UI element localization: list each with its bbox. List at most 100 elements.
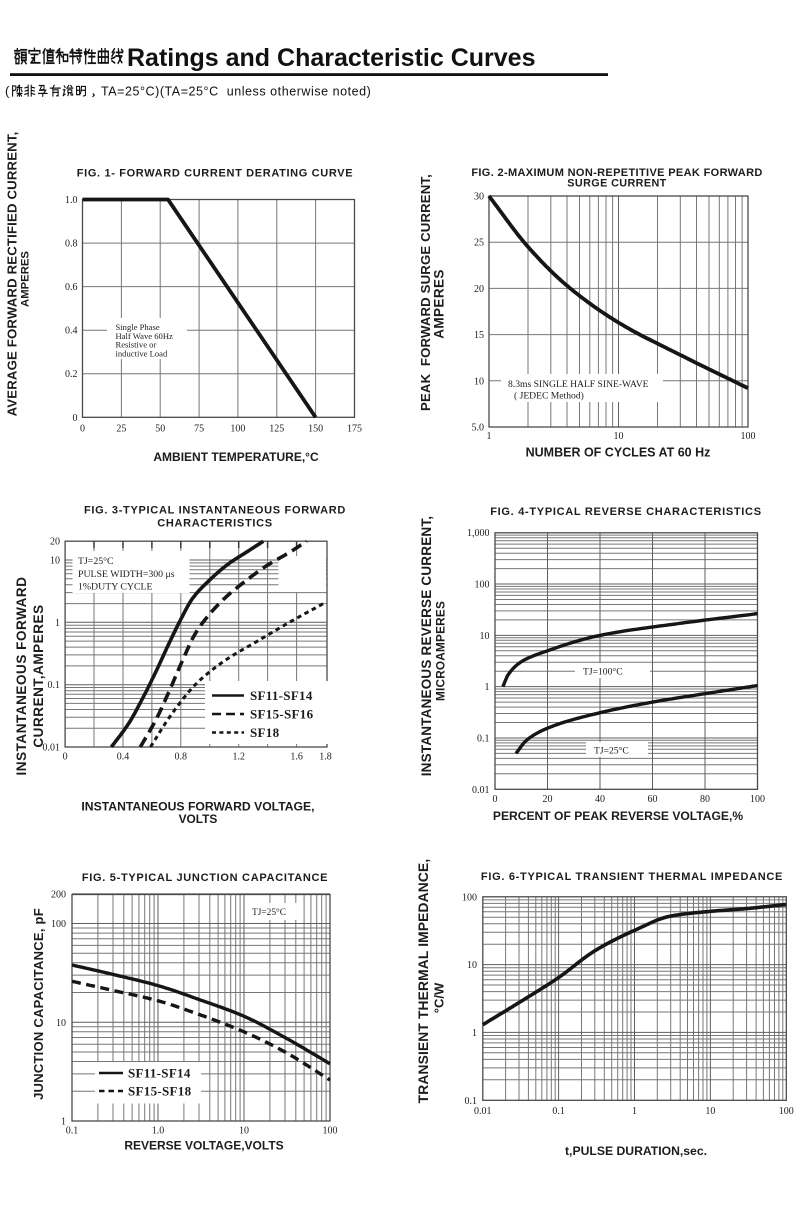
- svg-text:Single Phase: Single Phase: [116, 322, 160, 332]
- svg-text:80: 80: [700, 794, 710, 805]
- svg-text:FIG. 4-TYPICAL REVERSE CHARACT: FIG. 4-TYPICAL REVERSE CHARACTERISTICS: [490, 506, 761, 518]
- svg-text:MICROAMPERES: MICROAMPERES: [434, 601, 448, 701]
- svg-text:200: 200: [51, 889, 66, 900]
- svg-text:Resistive or: Resistive or: [116, 340, 157, 350]
- svg-text:100: 100: [750, 794, 765, 805]
- svg-text:TJ=25°C: TJ=25°C: [594, 746, 629, 757]
- svg-text:0.01: 0.01: [474, 1106, 492, 1117]
- svg-text:0.6: 0.6: [65, 282, 78, 293]
- svg-text:CHARACTERISTICS: CHARACTERISTICS: [157, 518, 273, 530]
- svg-text:TJ=25°C: TJ=25°C: [78, 556, 114, 567]
- svg-text:PEAK FORWARD SURGE CURRENT,: PEAK FORWARD SURGE CURRENT,: [418, 174, 433, 411]
- svg-text:10: 10: [467, 960, 477, 971]
- svg-text:1.6: 1.6: [290, 752, 303, 763]
- svg-text:100: 100: [323, 1126, 338, 1137]
- svg-text:25: 25: [116, 424, 126, 435]
- svg-text:NUMBER OF CYCLES AT 60 Hz: NUMBER OF CYCLES AT 60 Hz: [526, 446, 711, 460]
- svg-text:100: 100: [779, 1106, 794, 1117]
- svg-text:TJ=100°C: TJ=100°C: [583, 667, 623, 678]
- svg-text:0.1: 0.1: [552, 1106, 565, 1117]
- svg-text:FIG. 6-TYPICAL TRANSIENT THERM: FIG. 6-TYPICAL TRANSIENT THERMAL IMPEDAN…: [481, 871, 783, 883]
- svg-text:TRANSIENT THERMAL IMPEDANCE,: TRANSIENT THERMAL IMPEDANCE,: [416, 859, 431, 1104]
- svg-text:(: (: [5, 84, 10, 99]
- svg-text:Half Wave 60Hz: Half Wave 60Hz: [116, 331, 174, 341]
- svg-text:inductive Load: inductive Load: [116, 348, 168, 358]
- svg-text:25: 25: [474, 238, 484, 249]
- svg-text:( JEDEC Method): ( JEDEC Method): [514, 391, 584, 402]
- svg-text:1.0: 1.0: [152, 1126, 165, 1137]
- svg-text:0.1: 0.1: [477, 734, 490, 745]
- svg-text:SF11-SF14: SF11-SF14: [250, 688, 313, 703]
- svg-text:FIG. 1- FORWARD CURRENT DERATI: FIG. 1- FORWARD CURRENT DERATING CURVE: [77, 168, 354, 180]
- svg-text:1: 1: [55, 618, 60, 629]
- svg-text:SF15-SF18: SF15-SF18: [128, 1084, 192, 1099]
- svg-text:175: 175: [347, 424, 362, 435]
- svg-text:AMPERES: AMPERES: [20, 251, 32, 307]
- svg-text:10: 10: [239, 1126, 249, 1137]
- svg-text:0.1: 0.1: [48, 680, 61, 691]
- svg-text:8.3ms SINGLE HALF SINE-WAVE: 8.3ms SINGLE HALF SINE-WAVE: [508, 379, 649, 390]
- svg-text:60: 60: [648, 794, 658, 805]
- svg-text:Ratings and Characteristic Cur: Ratings and Characteristic Curves: [127, 44, 535, 72]
- svg-text:1,000: 1,000: [467, 528, 490, 539]
- svg-text:10: 10: [474, 376, 484, 387]
- svg-text:FIG. 2-MAXIMUM NON-REPETITIVE: FIG. 2-MAXIMUM NON-REPETITIVE PEAK FORWA…: [471, 167, 762, 179]
- svg-text:100: 100: [462, 892, 477, 903]
- svg-text:SF11-SF14: SF11-SF14: [128, 1066, 191, 1081]
- svg-text:AMPERES: AMPERES: [431, 269, 446, 339]
- svg-text:0: 0: [63, 752, 68, 763]
- svg-text:75: 75: [194, 424, 204, 435]
- svg-text:20: 20: [543, 794, 553, 805]
- svg-text:FIG. 5-TYPICAL JUNCTION CAPACI: FIG. 5-TYPICAL JUNCTION CAPACITANCE: [82, 872, 328, 884]
- svg-text:1%DUTY CYCLE: 1%DUTY CYCLE: [78, 582, 152, 593]
- svg-text:100: 100: [51, 919, 66, 930]
- svg-text:40: 40: [595, 794, 605, 805]
- svg-text:1: 1: [61, 1117, 66, 1128]
- svg-text:1: 1: [485, 682, 490, 693]
- svg-text:0.1: 0.1: [465, 1096, 478, 1107]
- svg-text:°C/W: °C/W: [432, 982, 447, 1013]
- svg-text:TJ=25°C: TJ=25°C: [252, 907, 286, 918]
- svg-text:100: 100: [741, 431, 756, 442]
- svg-text:VOLTS: VOLTS: [179, 812, 218, 826]
- svg-text:INSTANTANEOUS FORWARD: INSTANTANEOUS FORWARD: [14, 576, 29, 775]
- svg-text:100: 100: [230, 424, 245, 435]
- svg-text:0.01: 0.01: [472, 785, 490, 796]
- svg-text:0.4: 0.4: [117, 752, 130, 763]
- svg-text:JUNCTION CAPACITANCE, pF: JUNCTION CAPACITANCE, pF: [31, 908, 46, 1100]
- svg-text:30: 30: [474, 192, 484, 203]
- svg-text:0: 0: [73, 413, 78, 424]
- svg-text:REVERSE VOLTAGE,VOLTS: REVERSE VOLTAGE,VOLTS: [124, 1139, 283, 1153]
- svg-text:0.2: 0.2: [65, 369, 78, 380]
- svg-text:SURGE CURRENT: SURGE CURRENT: [567, 178, 666, 190]
- svg-text:20: 20: [50, 537, 60, 548]
- svg-text:0: 0: [493, 794, 498, 805]
- svg-text:15: 15: [474, 330, 484, 341]
- svg-text:50: 50: [155, 424, 165, 435]
- svg-text:10: 10: [705, 1106, 715, 1117]
- svg-text:10: 10: [50, 556, 60, 567]
- svg-text:20: 20: [474, 284, 484, 295]
- svg-text:0: 0: [80, 424, 85, 435]
- svg-text:125: 125: [269, 424, 284, 435]
- svg-text:PULSE WIDTH=300 μs: PULSE WIDTH=300 μs: [78, 569, 175, 580]
- svg-text:PERCENT OF PEAK REVERSE VOLTAG: PERCENT OF PEAK REVERSE VOLTAGE,%: [493, 809, 743, 823]
- svg-text:1: 1: [632, 1106, 637, 1117]
- svg-text:AVERAGE FORWARD RECTIFIED CURR: AVERAGE FORWARD RECTIFIED CURRENT,: [5, 132, 20, 417]
- svg-text:10: 10: [614, 431, 624, 442]
- svg-text:SF18: SF18: [250, 725, 280, 740]
- svg-text:CURRENT,AMPERES: CURRENT,AMPERES: [31, 604, 46, 747]
- svg-text:SF15-SF16: SF15-SF16: [250, 707, 314, 722]
- svg-text:t,PULSE DURATION,sec.: t,PULSE DURATION,sec.: [565, 1144, 707, 1158]
- svg-text:1.8: 1.8: [319, 752, 332, 763]
- svg-text:AMBIENT TEMPERATURE,°C: AMBIENT TEMPERATURE,°C: [153, 450, 319, 464]
- svg-text:10: 10: [480, 631, 490, 642]
- svg-text:0.8: 0.8: [175, 752, 188, 763]
- svg-text:150: 150: [308, 424, 323, 435]
- svg-text:1.0: 1.0: [65, 195, 78, 206]
- svg-text:0.4: 0.4: [65, 326, 78, 337]
- svg-text:0.01: 0.01: [43, 743, 61, 754]
- svg-text:0.1: 0.1: [66, 1126, 79, 1137]
- svg-text:0.8: 0.8: [65, 239, 78, 250]
- svg-text:INSTANTANEOUS REVERSE CURRENT,: INSTANTANEOUS REVERSE CURRENT,: [419, 516, 434, 777]
